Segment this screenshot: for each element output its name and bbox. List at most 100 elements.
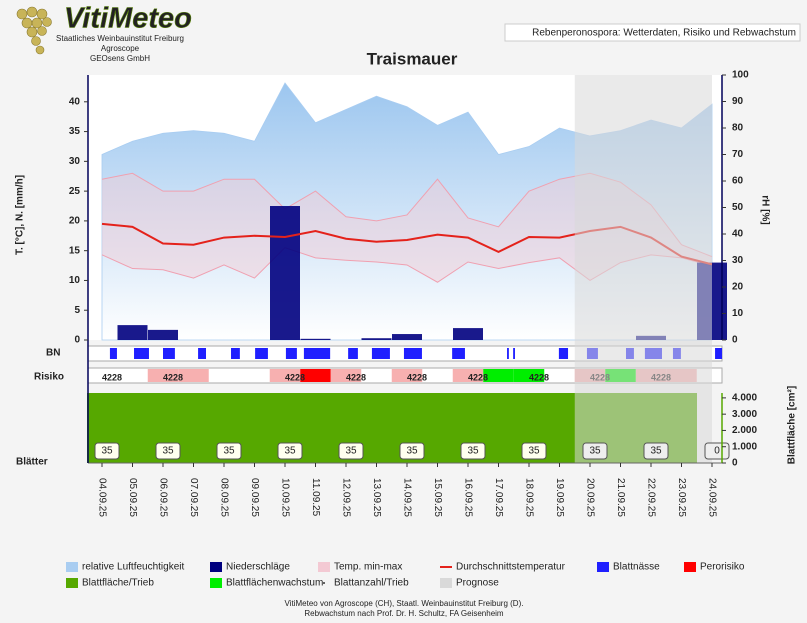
institution: Staatliches Weinbauinstitut Freiburg	[56, 34, 184, 43]
y-tick-label: 30	[69, 156, 81, 167]
leaf-count: 35	[406, 446, 418, 457]
y2-tick-label: 50	[732, 202, 744, 213]
row-label: Blätter	[16, 457, 48, 468]
row-label: BN	[46, 348, 60, 359]
leaf-area	[544, 393, 575, 463]
legend-label: Blattnässe	[613, 562, 660, 573]
precipitation-bar	[270, 206, 300, 340]
leaf-wetness	[286, 348, 297, 359]
x-tick-label: 15.09.25	[432, 478, 443, 517]
legend-label: Blattfläche/Trieb	[82, 578, 154, 589]
y2-axis-label: rH [%]	[759, 195, 770, 224]
risk-label: 4228	[285, 372, 305, 382]
leaf-count: 35	[345, 446, 357, 457]
x-tick-label: 17.09.25	[493, 478, 504, 517]
row-label: Risiko	[34, 372, 64, 383]
y-tick-label: 25	[69, 186, 81, 197]
legend-label: Durchschnittstemperatur	[456, 562, 566, 573]
leaf-tick-label: 0	[732, 458, 738, 469]
y2-tick-label: 90	[732, 96, 744, 107]
risk-label: 4228	[529, 372, 549, 382]
leaf-count: 35	[467, 446, 479, 457]
x-tick-label: 05.09.25	[127, 478, 138, 517]
x-tick-label: 18.09.25	[523, 478, 534, 517]
legend-swatch	[318, 562, 330, 572]
leaf-wetness	[134, 348, 149, 359]
y2-tick-label: 70	[732, 149, 744, 160]
leaf-count: 35	[528, 446, 540, 457]
leaf-wetness	[231, 348, 240, 359]
leaf-wetness	[304, 348, 330, 359]
legend-swatch	[210, 562, 222, 572]
precipitation-bar	[301, 339, 331, 340]
y-tick-label: 15	[69, 245, 81, 256]
legend-label: Prognose	[456, 578, 499, 589]
x-tick-label: 22.09.25	[645, 478, 656, 517]
y2-tick-label: 80	[732, 123, 744, 134]
risk-label: 4228	[163, 372, 183, 382]
leaf-count: 35	[650, 446, 662, 457]
legend-swatch	[66, 578, 78, 588]
x-tick-label: 24.09.25	[706, 478, 717, 517]
legend-swatch	[440, 578, 452, 588]
risk-label: 4228	[468, 372, 488, 382]
legend-label: Blattflächenwachstum	[226, 578, 323, 589]
x-tick-label: 08.09.25	[218, 478, 229, 517]
leaf-tick-label: 3.000	[732, 409, 757, 420]
x-tick-label: 19.09.25	[554, 478, 565, 517]
leaf-wetness	[715, 348, 722, 359]
legend-swatch	[323, 582, 325, 584]
legend-label: Blattanzahl/Trieb	[334, 578, 409, 589]
precipitation-bar	[148, 330, 178, 340]
risk-label: 4228	[346, 372, 366, 382]
y-tick-label: 10	[69, 275, 81, 286]
leaf-count: 35	[162, 446, 174, 457]
risk-label: 4228	[407, 372, 427, 382]
leaf-count: 35	[101, 446, 113, 457]
chart-title: Traismauer	[367, 49, 458, 68]
leaf-area	[483, 393, 514, 463]
logo-text: VitiMeteo	[64, 3, 192, 35]
x-tick-label: 14.09.25	[401, 478, 412, 517]
legend-swatch	[66, 562, 78, 572]
y-axis-label: T. [°C], N. [mm/h]	[15, 175, 26, 255]
subtitle: Rebenperonospora: Wetterdaten, Risiko un…	[532, 28, 796, 39]
x-tick-label: 23.09.25	[676, 478, 687, 517]
x-tick-label: 21.09.25	[615, 478, 626, 517]
footer: VitiMeteo von Agroscope (CH), Staatl. We…	[285, 599, 524, 608]
leaf-tick-label: 4.000	[732, 393, 757, 404]
leaf-area	[117, 393, 148, 463]
precipitation-bar	[392, 334, 422, 340]
y-tick-label: 40	[69, 96, 81, 107]
leaf-wetness	[372, 348, 390, 359]
page: VitiMeteo Staatliches Weinbauinstitut Fr…	[0, 0, 807, 623]
leaf-wetness	[110, 348, 117, 359]
forecast-overlay	[575, 75, 712, 463]
leaf-wetness	[348, 348, 358, 359]
precipitation-bar	[453, 328, 483, 340]
y2-tick-label: 10	[732, 308, 744, 319]
x-tick-label: 11.09.25	[310, 478, 321, 517]
x-tick-label: 13.09.25	[371, 478, 382, 517]
leaf-count: 35	[284, 446, 296, 457]
leaf-wetness	[404, 348, 422, 359]
legend-swatch	[597, 562, 609, 572]
y-tick-label: 20	[69, 216, 81, 227]
legend-label: Perorisiko	[700, 562, 745, 573]
leaf-count: 0	[714, 446, 720, 457]
y-tick-label: 5	[74, 305, 80, 316]
precipitation-bar	[118, 325, 148, 340]
y2-tick-label: 0	[732, 335, 738, 346]
x-tick-label: 10.09.25	[279, 478, 290, 517]
leaf-area	[178, 393, 209, 463]
leaf-area	[239, 393, 270, 463]
leaf-count: 35	[223, 446, 235, 457]
x-tick-label: 04.09.25	[96, 478, 107, 517]
leaf-wetness	[507, 348, 509, 359]
leaf-tick-label: 2.000	[732, 425, 757, 436]
chart: VitiMeteo Staatliches Weinbauinstitut Fr…	[0, 0, 807, 623]
leaf-wetness	[163, 348, 175, 359]
leaf-area	[300, 393, 331, 463]
leaf-wetness	[513, 348, 515, 359]
leaf-count: 35	[589, 446, 601, 457]
